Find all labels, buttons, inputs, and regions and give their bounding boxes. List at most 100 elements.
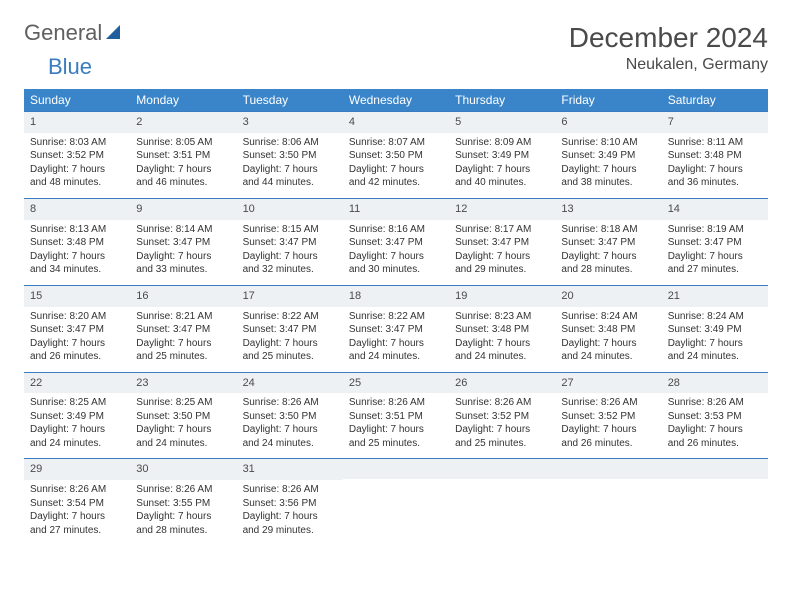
daylight-text: Daylight: 7 hours xyxy=(243,337,337,351)
day-header: Friday xyxy=(555,89,661,112)
day-number: 23 xyxy=(130,373,236,394)
sunrise-text: Sunrise: 8:23 AM xyxy=(455,310,549,324)
sunrise-text: Sunrise: 8:25 AM xyxy=(136,396,230,410)
daylight-text: and 42 minutes. xyxy=(349,176,443,190)
day-body: Sunrise: 8:26 AMSunset: 3:51 PMDaylight:… xyxy=(343,393,449,458)
day-cell: 24Sunrise: 8:26 AMSunset: 3:50 PMDayligh… xyxy=(237,372,343,459)
daylight-text: Daylight: 7 hours xyxy=(349,163,443,177)
day-cell: 28Sunrise: 8:26 AMSunset: 3:53 PMDayligh… xyxy=(662,372,768,459)
daylight-text: Daylight: 7 hours xyxy=(349,250,443,264)
sunrise-text: Sunrise: 8:21 AM xyxy=(136,310,230,324)
day-cell: 8Sunrise: 8:13 AMSunset: 3:48 PMDaylight… xyxy=(24,198,130,285)
daylight-text: and 24 minutes. xyxy=(455,350,549,364)
day-cell xyxy=(449,459,555,545)
daylight-text: Daylight: 7 hours xyxy=(349,423,443,437)
day-number: 25 xyxy=(343,373,449,394)
day-header-row: Sunday Monday Tuesday Wednesday Thursday… xyxy=(24,89,768,112)
daylight-text: and 24 minutes. xyxy=(349,350,443,364)
daylight-text: and 26 minutes. xyxy=(561,437,655,451)
sunrise-text: Sunrise: 8:11 AM xyxy=(668,136,762,150)
day-number: 17 xyxy=(237,286,343,307)
daylight-text: Daylight: 7 hours xyxy=(243,250,337,264)
day-number: 19 xyxy=(449,286,555,307)
day-body: Sunrise: 8:26 AMSunset: 3:52 PMDaylight:… xyxy=(555,393,661,458)
day-body: Sunrise: 8:22 AMSunset: 3:47 PMDaylight:… xyxy=(237,307,343,372)
day-body: Sunrise: 8:20 AMSunset: 3:47 PMDaylight:… xyxy=(24,307,130,372)
day-body: Sunrise: 8:03 AMSunset: 3:52 PMDaylight:… xyxy=(24,133,130,198)
sunset-text: Sunset: 3:56 PM xyxy=(243,497,337,511)
daylight-text: Daylight: 7 hours xyxy=(243,163,337,177)
day-header: Saturday xyxy=(662,89,768,112)
daylight-text: and 30 minutes. xyxy=(349,263,443,277)
sunrise-text: Sunrise: 8:19 AM xyxy=(668,223,762,237)
sunrise-text: Sunrise: 8:09 AM xyxy=(455,136,549,150)
daylight-text: Daylight: 7 hours xyxy=(30,250,124,264)
daylight-text: Daylight: 7 hours xyxy=(668,250,762,264)
day-header: Tuesday xyxy=(237,89,343,112)
day-cell: 27Sunrise: 8:26 AMSunset: 3:52 PMDayligh… xyxy=(555,372,661,459)
day-cell: 15Sunrise: 8:20 AMSunset: 3:47 PMDayligh… xyxy=(24,285,130,372)
day-number: 29 xyxy=(24,459,130,480)
daylight-text: and 25 minutes. xyxy=(136,350,230,364)
daylight-text: Daylight: 7 hours xyxy=(136,250,230,264)
daylight-text: Daylight: 7 hours xyxy=(30,337,124,351)
sunset-text: Sunset: 3:49 PM xyxy=(455,149,549,163)
day-number: 6 xyxy=(555,112,661,133)
day-cell: 30Sunrise: 8:26 AMSunset: 3:55 PMDayligh… xyxy=(130,459,236,545)
day-body: Sunrise: 8:06 AMSunset: 3:50 PMDaylight:… xyxy=(237,133,343,198)
daylight-text: Daylight: 7 hours xyxy=(561,423,655,437)
sunrise-text: Sunrise: 8:26 AM xyxy=(243,483,337,497)
day-number: 20 xyxy=(555,286,661,307)
day-cell xyxy=(343,459,449,545)
empty-day xyxy=(343,459,449,479)
day-body: Sunrise: 8:26 AMSunset: 3:50 PMDaylight:… xyxy=(237,393,343,458)
sunrise-text: Sunrise: 8:26 AM xyxy=(455,396,549,410)
week-row: 15Sunrise: 8:20 AMSunset: 3:47 PMDayligh… xyxy=(24,285,768,372)
logo: General xyxy=(24,22,122,44)
daylight-text: Daylight: 7 hours xyxy=(455,250,549,264)
day-number: 22 xyxy=(24,373,130,394)
daylight-text: Daylight: 7 hours xyxy=(136,337,230,351)
daylight-text: Daylight: 7 hours xyxy=(561,250,655,264)
daylight-text: and 27 minutes. xyxy=(30,524,124,538)
daylight-text: and 25 minutes. xyxy=(455,437,549,451)
day-number: 11 xyxy=(343,199,449,220)
day-number: 16 xyxy=(130,286,236,307)
sunset-text: Sunset: 3:47 PM xyxy=(30,323,124,337)
daylight-text: Daylight: 7 hours xyxy=(136,163,230,177)
day-cell: 1Sunrise: 8:03 AMSunset: 3:52 PMDaylight… xyxy=(24,112,130,199)
day-number: 14 xyxy=(662,199,768,220)
sunset-text: Sunset: 3:52 PM xyxy=(30,149,124,163)
day-body: Sunrise: 8:25 AMSunset: 3:50 PMDaylight:… xyxy=(130,393,236,458)
sunset-text: Sunset: 3:49 PM xyxy=(561,149,655,163)
day-body: Sunrise: 8:16 AMSunset: 3:47 PMDaylight:… xyxy=(343,220,449,285)
daylight-text: and 26 minutes. xyxy=(668,437,762,451)
day-cell: 18Sunrise: 8:22 AMSunset: 3:47 PMDayligh… xyxy=(343,285,449,372)
day-number: 24 xyxy=(237,373,343,394)
day-body: Sunrise: 8:05 AMSunset: 3:51 PMDaylight:… xyxy=(130,133,236,198)
day-number: 28 xyxy=(662,373,768,394)
sunset-text: Sunset: 3:48 PM xyxy=(455,323,549,337)
title-block: December 2024 Neukalen, Germany xyxy=(569,22,768,74)
sunrise-text: Sunrise: 8:05 AM xyxy=(136,136,230,150)
day-cell: 25Sunrise: 8:26 AMSunset: 3:51 PMDayligh… xyxy=(343,372,449,459)
day-cell: 4Sunrise: 8:07 AMSunset: 3:50 PMDaylight… xyxy=(343,112,449,199)
daylight-text: and 29 minutes. xyxy=(455,263,549,277)
daylight-text: and 29 minutes. xyxy=(243,524,337,538)
daylight-text: and 38 minutes. xyxy=(561,176,655,190)
day-cell: 7Sunrise: 8:11 AMSunset: 3:48 PMDaylight… xyxy=(662,112,768,199)
empty-day xyxy=(662,459,768,479)
daylight-text: Daylight: 7 hours xyxy=(455,337,549,351)
day-body: Sunrise: 8:14 AMSunset: 3:47 PMDaylight:… xyxy=(130,220,236,285)
daylight-text: Daylight: 7 hours xyxy=(561,337,655,351)
day-cell: 5Sunrise: 8:09 AMSunset: 3:49 PMDaylight… xyxy=(449,112,555,199)
day-cell: 22Sunrise: 8:25 AMSunset: 3:49 PMDayligh… xyxy=(24,372,130,459)
day-cell: 14Sunrise: 8:19 AMSunset: 3:47 PMDayligh… xyxy=(662,198,768,285)
daylight-text: and 46 minutes. xyxy=(136,176,230,190)
daylight-text: Daylight: 7 hours xyxy=(349,337,443,351)
day-cell: 23Sunrise: 8:25 AMSunset: 3:50 PMDayligh… xyxy=(130,372,236,459)
day-cell: 29Sunrise: 8:26 AMSunset: 3:54 PMDayligh… xyxy=(24,459,130,545)
sunrise-text: Sunrise: 8:06 AM xyxy=(243,136,337,150)
sunrise-text: Sunrise: 8:26 AM xyxy=(30,483,124,497)
sunrise-text: Sunrise: 8:16 AM xyxy=(349,223,443,237)
